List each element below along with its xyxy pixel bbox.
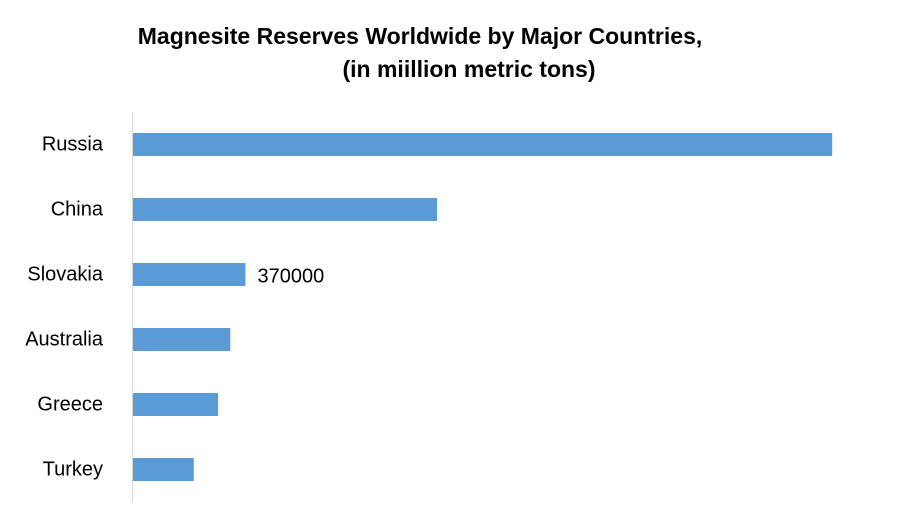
chart-title: Magnesite Reserves Worldwide by Major Co…	[0, 20, 840, 86]
data-label-slovakia: 370000	[257, 266, 324, 288]
category-label-slovakia: Slovakia	[27, 264, 103, 286]
bar-turkey	[133, 458, 194, 481]
bar-greece	[133, 393, 219, 416]
category-label-russia: Russia	[42, 134, 104, 156]
category-label-china: China	[51, 199, 104, 221]
category-label-greece: Greece	[37, 394, 103, 416]
data-labels: 370000	[257, 266, 324, 288]
bars-layer	[133, 133, 833, 481]
category-label-australia: Australia	[25, 329, 104, 351]
category-labels: Russia China Slovakia Australia Greece Turkey	[25, 134, 104, 481]
bar-russia	[133, 133, 833, 156]
bar-slovakia	[133, 263, 246, 286]
chart-subtitle: (in miillion metric tons)	[342, 56, 596, 82]
bar-australia	[133, 328, 231, 351]
category-label-turkey: Turkey	[43, 459, 103, 481]
bar-china	[133, 198, 437, 221]
chart-title-line-1: Magnesite Reserves Worldwide by Major Co…	[137, 23, 703, 49]
